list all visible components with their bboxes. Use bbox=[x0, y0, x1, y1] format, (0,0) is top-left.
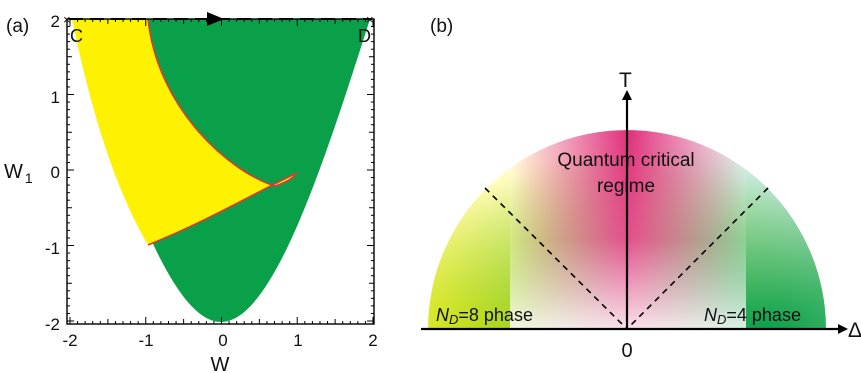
t-axis-label: T bbox=[619, 69, 632, 92]
x-axis-label: W bbox=[211, 354, 230, 373]
x-tick-label: 0 bbox=[218, 331, 227, 350]
y-axis-label-main: W bbox=[4, 161, 23, 183]
y-tick-label: -1 bbox=[45, 239, 60, 258]
panel-b: (b) T Δ 0 Quantum critical regime ND=8 p… bbox=[421, 16, 861, 362]
y-axis-label-sub: 1 bbox=[25, 170, 33, 186]
yellow-region bbox=[72, 19, 297, 245]
right-phase-sub: D bbox=[717, 312, 726, 327]
y-tick-label: 1 bbox=[51, 88, 60, 107]
right-phase-n: N bbox=[704, 305, 718, 325]
minor-ticks bbox=[67, 18, 374, 324]
panel-b-label: (b) bbox=[430, 16, 453, 37]
boundary-curve-lower bbox=[147, 172, 298, 246]
corner-c-label: C bbox=[70, 26, 83, 46]
delta-axis-label: Δ bbox=[848, 319, 861, 342]
left-phase-sub: D bbox=[449, 312, 458, 327]
x-tick-label: -2 bbox=[62, 331, 77, 350]
right-phase-rest: =4 phase bbox=[726, 305, 801, 325]
left-phase-label: ND=8 phase bbox=[436, 305, 533, 327]
corner-d-label: D bbox=[358, 26, 371, 46]
left-phase-n: N bbox=[436, 305, 450, 325]
crossover-line-left bbox=[484, 187, 628, 330]
critical-regime-label-line1: Quantum critical bbox=[557, 150, 694, 171]
x-tick-label: 2 bbox=[368, 331, 377, 350]
boundary-curve-upper bbox=[147, 19, 298, 187]
path-arrow-icon bbox=[207, 12, 224, 26]
y-tick-label: 0 bbox=[51, 163, 60, 182]
corner-c-marker: × bbox=[63, 12, 71, 27]
y-tick-label: 2 bbox=[51, 12, 60, 31]
left-phase-rest: =8 phase bbox=[458, 305, 533, 325]
critical-regime-label-line2: regime bbox=[597, 176, 655, 197]
right-phase-label: ND=4 phase bbox=[704, 305, 801, 327]
y-tick-label: -2 bbox=[45, 315, 60, 334]
panel-a-label: (a) bbox=[6, 16, 29, 37]
x-tick-label: 1 bbox=[293, 331, 302, 350]
crossover-line-right bbox=[626, 187, 769, 330]
origin-label: 0 bbox=[621, 340, 632, 362]
corner-d-marker: × bbox=[366, 12, 374, 27]
x-tick-label: -1 bbox=[138, 331, 153, 350]
